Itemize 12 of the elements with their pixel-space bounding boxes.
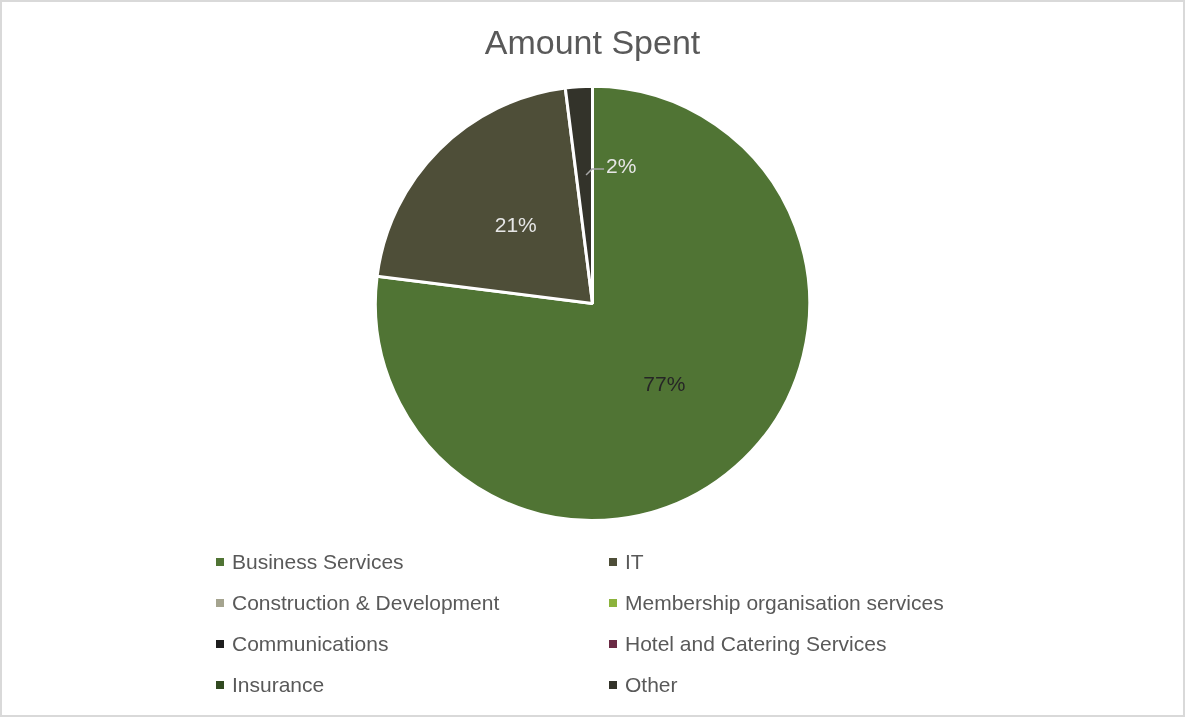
legend-label: Communications: [232, 632, 389, 656]
legend-label: Construction & Development: [232, 591, 500, 615]
legend-label: Business Services: [232, 550, 404, 574]
data-label: 21%: [494, 213, 537, 237]
data-label: 77%: [643, 371, 686, 395]
chart-title: Amount Spent: [484, 22, 701, 61]
legend-label: Other: [625, 673, 678, 697]
legend-label: Membership organisation services: [625, 591, 944, 615]
data-label: 2%: [606, 153, 637, 177]
legend-label: IT: [625, 550, 644, 574]
legend-label: Hotel and Catering Services: [625, 632, 887, 656]
legend-label: Insurance: [232, 673, 325, 697]
